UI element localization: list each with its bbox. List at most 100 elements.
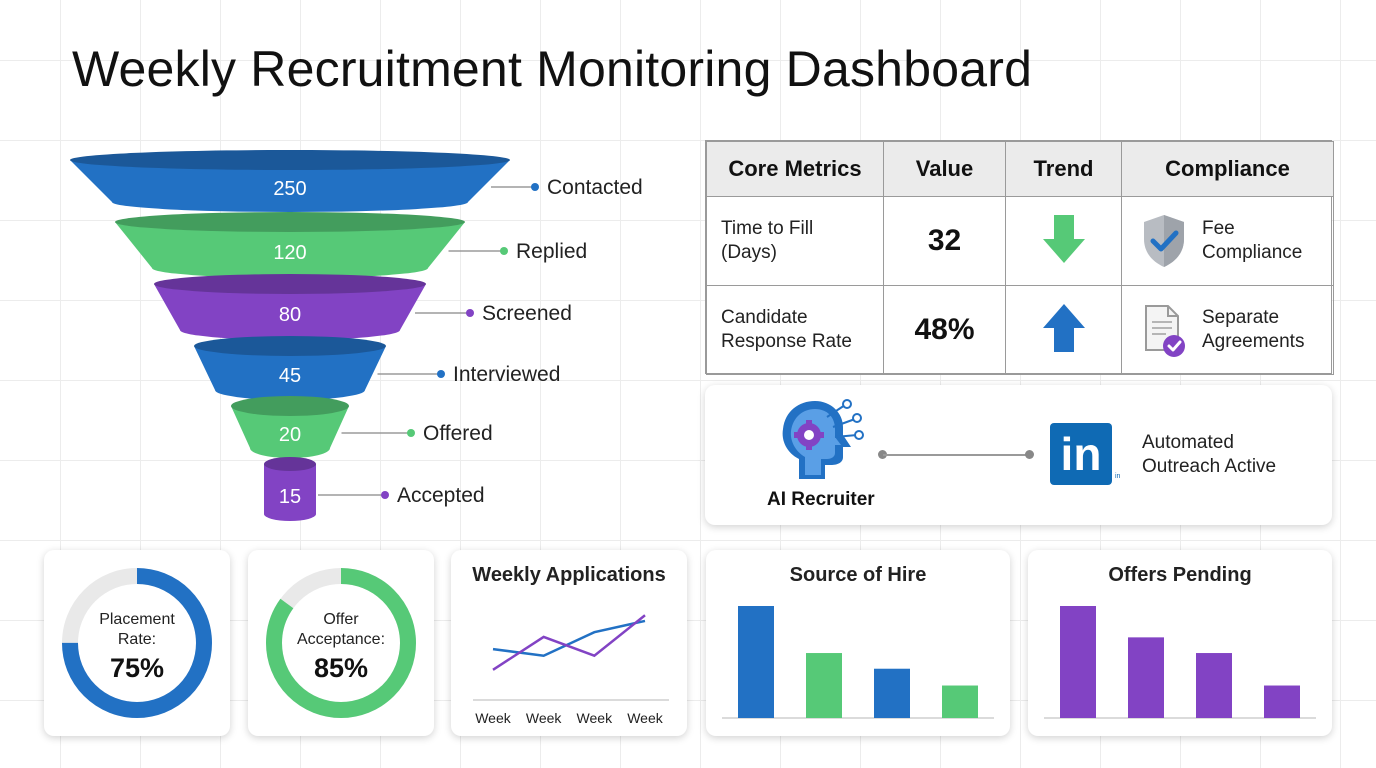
ai-recruiter-card: AI Recruiter in in Automated Outreach Ac… — [705, 385, 1332, 525]
funnel-segment-top — [231, 396, 349, 416]
table-row: Candidate Response Rate 48% — [706, 285, 1334, 375]
compliance-cell: Separate Agreements — [1121, 285, 1334, 375]
connector-line — [883, 454, 1029, 456]
weekly-applications-chart: Week Week Week Week — [473, 614, 669, 726]
compliance-label: Separate — [1202, 307, 1280, 328]
connector-dot — [878, 450, 887, 459]
metric-name: Candidate Response Rate — [706, 285, 884, 375]
funnel-segment — [115, 222, 465, 278]
bar-1 — [1060, 606, 1096, 718]
core-metrics-table: Core Metrics Value Trend Compliance Time… — [705, 140, 1334, 375]
compliance-label: Fee — [1202, 218, 1235, 239]
offer-acceptance-card: Offer Acceptance: 85% — [248, 550, 434, 736]
funnel-stage-offered: 20 Offered — [231, 396, 493, 458]
funnel-segment-top — [194, 336, 386, 356]
arrow-down-icon — [1042, 214, 1085, 263]
header-trend: Trend — [1005, 141, 1122, 197]
metric-name: Time to Fill (Days) — [706, 196, 884, 286]
funnel-stage-replied: 120 Replied — [115, 212, 587, 278]
donut-percent: 75% — [109, 653, 165, 683]
funnel-leader-dot — [407, 429, 415, 437]
donut-arc — [62, 568, 212, 718]
donut-label: Placement Rate: — [99, 611, 175, 648]
compliance-label: Compliance — [1202, 242, 1303, 263]
funnel-value: 250 — [273, 178, 306, 200]
ai-brain-icon — [782, 399, 864, 479]
placement-rate-card: Placement Rate: 75% — [44, 550, 230, 736]
funnel-value: 80 — [279, 304, 301, 326]
offer-acceptance-donut — [266, 568, 416, 718]
arrow-up-icon — [1042, 303, 1085, 352]
funnel-value: 15 — [279, 486, 301, 508]
funnel-leader-dot — [437, 370, 445, 378]
funnel-value: 45 — [279, 365, 301, 387]
bar-4 — [1264, 685, 1300, 718]
table-row: Time to Fill (Days) 32 — [706, 196, 1334, 286]
trend-cell — [1005, 285, 1122, 375]
funnel-value: 120 — [273, 242, 306, 264]
source-of-hire-card: Source of Hire — [706, 550, 1010, 736]
donut-arc — [266, 568, 416, 718]
chart-title: Weekly Applications — [472, 564, 666, 586]
bar-3 — [874, 668, 910, 718]
funnel-stage-screened: 80 Screened — [154, 274, 572, 340]
ai-recruiter-label: AI Recruiter — [767, 489, 875, 510]
funnel-label: Accepted — [397, 484, 485, 507]
header-value: Value — [883, 141, 1006, 197]
x-tick-label: Week — [627, 710, 664, 726]
funnel-chart: 250 Contacted 120 Replied 80 Screened 45 Interv… — [70, 150, 643, 521]
compliance-label: Agreements — [1202, 331, 1305, 352]
weekly-applications-card: Weekly Applications Week Week Week Week — [451, 550, 687, 736]
document-check-icon — [1145, 305, 1185, 357]
funnel-label: Contacted — [547, 176, 643, 199]
linkedin-small-mark: in — [1115, 473, 1121, 480]
funnel-segment — [154, 284, 426, 340]
metric-value: 48% — [883, 285, 1006, 375]
funnel-segment — [264, 464, 316, 521]
chart-title: Offers Pending — [1108, 564, 1252, 586]
source-of-hire-chart — [722, 606, 994, 719]
header-compliance: Compliance — [1121, 141, 1334, 197]
bar-2 — [806, 653, 842, 718]
funnel-label: Screened — [482, 302, 572, 325]
funnel-stage-accepted: 15 Accepted — [264, 457, 485, 521]
funnel-label: Offered — [423, 422, 493, 445]
bar-1 — [738, 606, 774, 718]
header-core-metrics: Core Metrics — [706, 141, 884, 197]
funnel-segment-top — [70, 150, 510, 170]
linkedin-icon: in — [1050, 423, 1112, 485]
funnel-leader-dot — [531, 183, 539, 191]
chart-title: Source of Hire — [789, 564, 927, 586]
bar-4 — [942, 685, 978, 718]
donut-percent: 85% — [313, 653, 369, 683]
outreach-status: Automated Outreach Active — [1142, 432, 1277, 477]
offers-pending-chart — [1044, 606, 1316, 719]
funnel-segment-top — [154, 274, 426, 294]
series-line-1 — [492, 619, 646, 657]
recruitment-funnel: 250 Contacted 120 Replied 80 Screened 45 Interv… — [40, 130, 680, 530]
placement-rate-donut — [62, 568, 212, 718]
funnel-value: 20 — [279, 424, 301, 446]
offers-pending-card: Offers Pending — [1028, 550, 1332, 736]
funnel-stage-contacted: 250 Contacted — [70, 150, 643, 212]
x-tick-label: Week — [475, 710, 512, 726]
compliance-cell: Fee Compliance — [1121, 196, 1334, 286]
funnel-leader-dot — [466, 309, 474, 317]
funnel-leader-dot — [500, 247, 508, 255]
funnel-segment — [70, 160, 510, 212]
shield-check-icon — [1144, 215, 1184, 267]
donut-label: Offer Acceptance: — [296, 611, 386, 648]
funnel-label: Replied — [516, 240, 587, 263]
funnel-segment-top — [115, 212, 465, 232]
connector-dot — [1025, 450, 1034, 459]
metric-value: 32 — [883, 196, 1006, 286]
funnel-segment-top — [264, 457, 316, 471]
funnel-stage-interviewed: 45 Interviewed — [194, 336, 560, 400]
funnel-segment — [231, 406, 349, 458]
trend-cell — [1005, 196, 1122, 286]
series-line-2 — [492, 614, 646, 671]
page-title: Weekly Recruitment Monitoring Dashboard — [72, 41, 1033, 97]
bar-2 — [1128, 637, 1164, 718]
funnel-leader-dot — [381, 491, 389, 499]
x-tick-label: Week — [526, 710, 563, 726]
